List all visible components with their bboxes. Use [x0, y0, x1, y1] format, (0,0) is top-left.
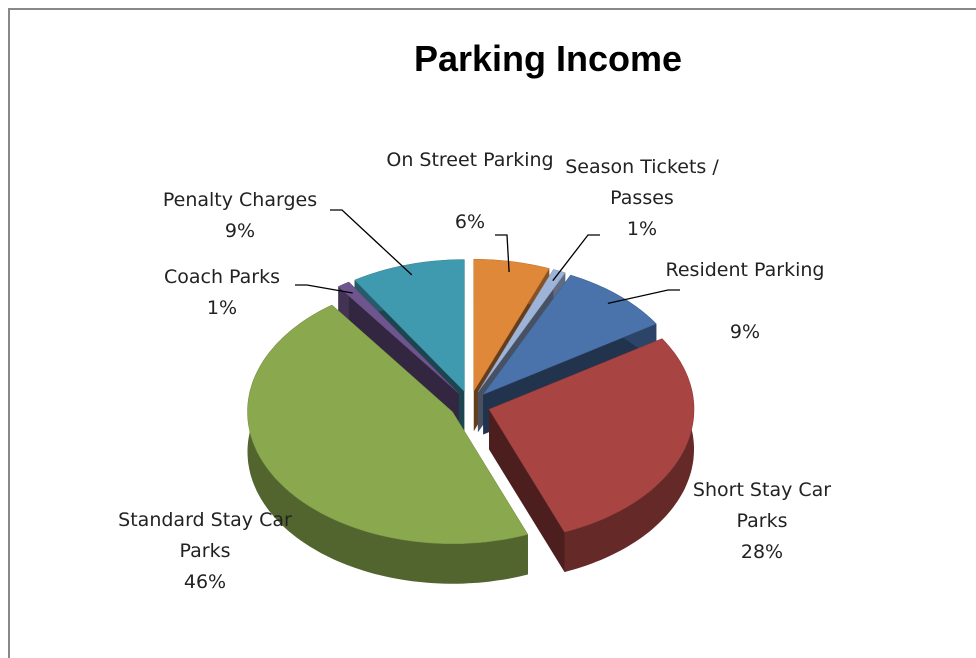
- chart-title: Parking Income: [413, 38, 683, 79]
- pie-slice: [482, 274, 657, 396]
- category-label: Penalty Charges: [162, 189, 318, 211]
- slice-wall: [564, 338, 694, 573]
- leader-line: [495, 234, 510, 273]
- pie-slice: [337, 281, 459, 394]
- pie-slice: [488, 338, 695, 533]
- leader-line: [295, 284, 353, 294]
- pie-slice: [473, 258, 550, 393]
- data-label: 9%: [224, 220, 256, 242]
- pie-slice: [247, 304, 529, 544]
- chart-frame: [8, 8, 976, 658]
- pie-slice: [477, 269, 566, 393]
- pie-slice: [354, 259, 465, 393]
- slice-wall: [247, 305, 528, 584]
- category-label: Resident Parking: [665, 259, 825, 281]
- category-label: On Street Parking: [386, 149, 554, 171]
- category-label: Coach Parks: [163, 266, 281, 288]
- leader-line: [607, 289, 680, 305]
- data-label: 46%: [183, 571, 227, 593]
- slice-side: [489, 409, 565, 573]
- data-label: 6%: [454, 211, 486, 233]
- category-label: Standard Stay Car Parks: [118, 509, 292, 562]
- leader-line: [330, 209, 413, 276]
- category-label: Short Stay Car Parks: [692, 479, 832, 532]
- leader-line: [552, 234, 600, 282]
- data-label: 9%: [729, 321, 761, 343]
- data-label: 1%: [626, 218, 658, 240]
- data-label: 1%: [206, 297, 238, 319]
- category-label: Season Tickets / Passes: [565, 156, 719, 209]
- data-label: 28%: [740, 541, 784, 563]
